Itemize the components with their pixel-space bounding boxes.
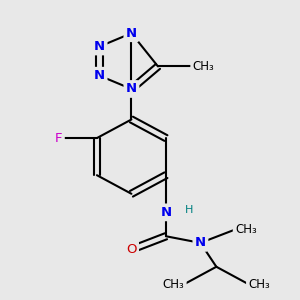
Text: CH₃: CH₃ — [248, 278, 270, 290]
Text: H: H — [184, 205, 193, 215]
Text: N: N — [94, 69, 105, 82]
Text: CH₃: CH₃ — [163, 278, 184, 290]
Text: N: N — [126, 82, 137, 95]
Text: O: O — [126, 243, 137, 256]
Text: N: N — [126, 27, 137, 40]
Text: CH₃: CH₃ — [193, 60, 214, 73]
Text: O: O — [126, 243, 137, 256]
Text: F: F — [55, 132, 62, 145]
Text: N: N — [195, 236, 206, 249]
Text: N: N — [94, 69, 105, 82]
Text: N: N — [160, 206, 172, 219]
Text: CH₃: CH₃ — [235, 223, 257, 236]
Text: CH₃: CH₃ — [235, 223, 257, 236]
Text: N: N — [126, 82, 137, 95]
Text: CH₃: CH₃ — [193, 60, 214, 73]
Text: N: N — [160, 206, 172, 219]
Text: N: N — [126, 27, 137, 40]
Text: CH₃: CH₃ — [163, 278, 184, 290]
Text: N: N — [94, 40, 105, 53]
Text: N: N — [195, 236, 206, 249]
Text: F: F — [55, 132, 62, 145]
Text: CH₃: CH₃ — [248, 278, 270, 290]
Text: N: N — [94, 40, 105, 53]
